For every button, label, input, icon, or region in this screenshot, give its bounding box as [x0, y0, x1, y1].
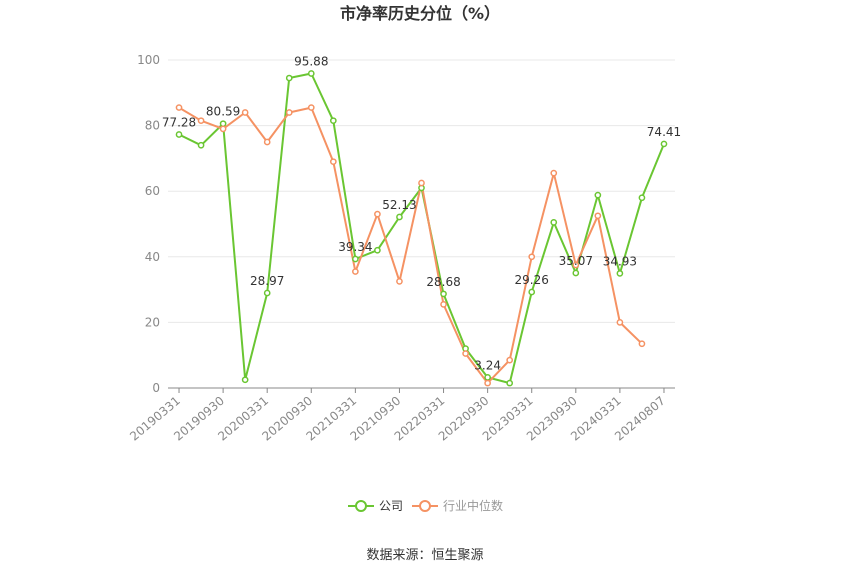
series-0-point[interactable]	[329, 117, 337, 125]
data-label: 80.59	[206, 105, 240, 119]
legend-item-industry-median[interactable]: 行业中位数	[412, 498, 503, 513]
series-0-point[interactable]	[660, 140, 668, 148]
y-tick-label: 100	[137, 53, 160, 67]
data-label: 52.13	[382, 198, 416, 212]
series-1-point[interactable]	[462, 350, 469, 357]
data-label: 28.97	[250, 274, 284, 288]
series-0-point[interactable]	[572, 269, 580, 277]
y-tick-label: 40	[145, 250, 160, 264]
y-tick-label: 0	[152, 381, 160, 395]
series-0-point[interactable]	[506, 379, 514, 387]
series-1-point[interactable]	[418, 179, 425, 187]
legend: 公司 行业中位数	[348, 498, 503, 513]
series-1-point[interactable]	[285, 109, 293, 116]
legend-label-company: 公司	[379, 499, 403, 513]
source-text: 数据来源：恒生聚源	[366, 548, 483, 563]
series-1-point[interactable]	[175, 104, 183, 111]
series-0-point[interactable]	[285, 74, 293, 82]
series-1-point[interactable]	[307, 104, 315, 111]
series-0-point[interactable]	[219, 120, 227, 128]
series-line-1	[178, 106, 643, 385]
legend-marker-industry-median	[419, 500, 431, 512]
series-1-point[interactable]	[329, 158, 337, 166]
series-0-point[interactable]	[197, 141, 205, 149]
series-1-point[interactable]	[616, 319, 624, 326]
series-1-point[interactable]	[197, 117, 205, 125]
data-label: 95.88	[294, 55, 328, 69]
series-1-point[interactable]	[263, 138, 271, 146]
series-1-point[interactable]	[440, 301, 447, 308]
series-0-point[interactable]	[374, 246, 381, 254]
series-1-point[interactable]	[374, 210, 381, 218]
data-label: 74.41	[647, 125, 681, 139]
series-0-point[interactable]	[638, 194, 646, 202]
series-1-point[interactable]	[506, 356, 514, 364]
series-1-point[interactable]	[638, 340, 646, 348]
legend-item-company[interactable]: 公司	[348, 499, 403, 513]
series-0-point[interactable]	[594, 191, 602, 199]
series-1-point[interactable]	[241, 109, 249, 116]
y-tick-label: 80	[145, 119, 160, 133]
series-0-point[interactable]	[263, 289, 271, 297]
legend-marker-company	[355, 500, 367, 512]
data-label: 3.24	[474, 358, 501, 372]
series-0-point[interactable]	[616, 270, 624, 277]
series-1-point[interactable]	[550, 169, 558, 177]
series-1-point[interactable]	[594, 212, 602, 220]
data-label: 28.68	[426, 275, 460, 289]
series-0-point[interactable]	[396, 213, 403, 221]
chart-title: 市净率历史分位（%）	[340, 4, 500, 23]
series-1-point[interactable]	[396, 278, 403, 285]
legend-label-industry-median: 行业中位数	[443, 498, 503, 513]
series-0-point[interactable]	[550, 219, 558, 226]
series-1-point[interactable]	[219, 125, 227, 133]
series-0-point[interactable]	[175, 131, 183, 138]
series-0-point[interactable]	[528, 288, 536, 296]
data-label: 39.34	[338, 240, 372, 254]
series-0-point[interactable]	[484, 374, 491, 381]
data-label: 77.28	[162, 116, 196, 130]
y-tick-label: 60	[145, 184, 160, 198]
series-0-point[interactable]	[352, 255, 359, 263]
data-label: 34.93	[603, 254, 637, 268]
series-points	[175, 70, 668, 387]
series-0-point[interactable]	[440, 290, 447, 298]
data-label: 29.26	[515, 273, 549, 287]
series-lines	[178, 72, 665, 385]
series-1-point[interactable]	[484, 379, 491, 387]
series-0-point[interactable]	[307, 70, 315, 77]
series-0-point[interactable]	[241, 376, 249, 384]
y-tick-label: 20	[145, 315, 160, 329]
series-1-point[interactable]	[572, 261, 580, 269]
series-1-point[interactable]	[352, 268, 359, 275]
data-labels: 77.28 80.59 28.97 95.88 39.34 52.13 28.68 3.24 2…	[162, 55, 681, 373]
data-label: 35.07	[559, 254, 593, 268]
series-1-point[interactable]	[528, 253, 536, 261]
